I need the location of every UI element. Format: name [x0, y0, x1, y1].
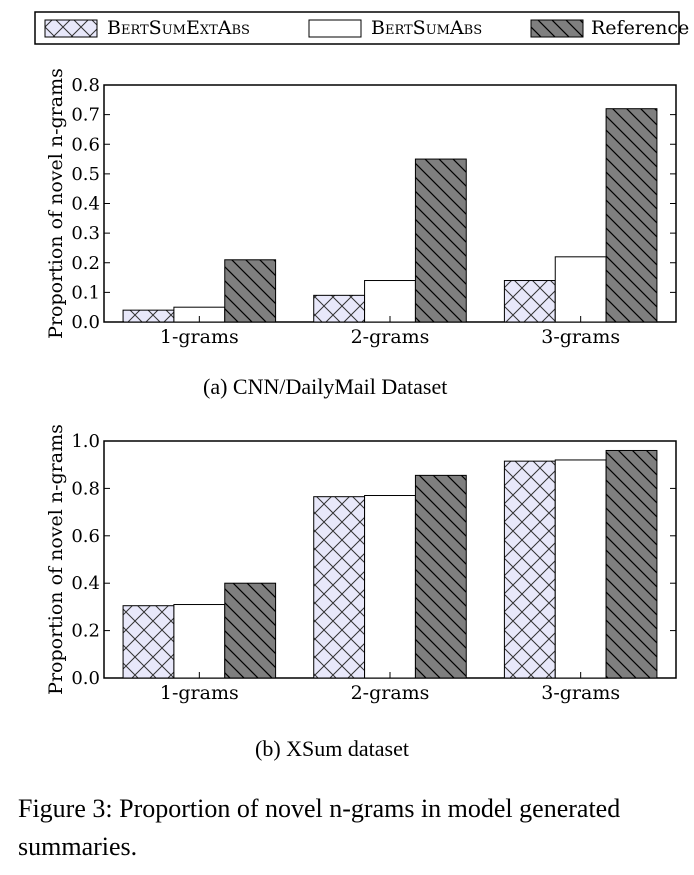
- legend-swatch-reference: [530, 19, 584, 38]
- y-tick-label: 0.2: [71, 253, 100, 274]
- bar-bertsumextabs-2-grams: [313, 294, 366, 323]
- y-tick-label: 0.3: [71, 223, 100, 244]
- bar-bertsumabs-2-grams: [364, 280, 416, 323]
- x-tick-label-2-grams: 2-grams: [351, 682, 430, 704]
- legend-label-bertsumabs: BertSumAbs: [371, 17, 482, 39]
- y-tick-label: 0.7: [71, 105, 100, 126]
- y-tick-label: 0.5: [71, 164, 100, 185]
- y-tick-label: 0.1: [71, 282, 100, 303]
- legend-entry-bertsumextabs: BertSumExtAbs: [44, 17, 250, 39]
- y-tick-label: 0.8: [71, 75, 100, 96]
- bar-reference-2-grams: [414, 474, 467, 679]
- y-axis-title: Proportion of novel n-grams: [45, 68, 67, 339]
- caption-chart-b: (b) XSum dataset: [255, 736, 409, 761]
- figure-canvas: BertSumExtAbs BertSumAbs Reference 0.00.…: [34, 11, 689, 704]
- bar-bertsumextabs-1-grams: [122, 605, 175, 679]
- legend-label-reference: Reference: [591, 17, 689, 39]
- legend-entry-bertsumabs: BertSumAbs: [308, 17, 482, 39]
- x-tick-label-2-grams: 2-grams: [351, 326, 430, 348]
- bar-bertsumabs-2-grams: [364, 495, 416, 679]
- x-tick-label-1-grams: 1-grams: [160, 682, 239, 704]
- legend-swatch-bertsumabs: [308, 19, 362, 38]
- bar-reference-1-grams: [224, 582, 277, 679]
- bar-bertsumabs-3-grams: [554, 459, 607, 679]
- legend: BertSumExtAbs BertSumAbs Reference: [34, 11, 689, 45]
- bar-bertsumextabs-3-grams: [503, 460, 556, 679]
- bar-bertsumextabs-1-grams: [122, 309, 175, 323]
- bar-reference-1-grams: [224, 259, 277, 323]
- x-tick-label-1-grams: 1-grams: [160, 326, 239, 348]
- bar-bertsumextabs-2-grams: [313, 496, 366, 679]
- caption-chart-a: (a) CNN/DailyMail Dataset: [203, 374, 448, 399]
- figure-caption: Figure 3: Proportion of novel n-grams in…: [18, 794, 621, 861]
- bar-reference-3-grams: [605, 108, 658, 323]
- bar-bertsumabs-1-grams: [173, 604, 226, 679]
- y-tick-label: 0.4: [71, 194, 100, 215]
- y-tick-label: 0.8: [71, 478, 100, 499]
- x-tick-label-3-grams: 3-grams: [541, 326, 620, 348]
- y-tick-label: 0.0: [71, 668, 100, 689]
- y-tick-label: 0.6: [71, 526, 100, 547]
- bar-reference-2-grams: [414, 158, 467, 323]
- bar-reference-3-grams: [605, 449, 658, 679]
- bar-bertsumextabs-3-grams: [503, 280, 556, 323]
- legend-swatch-bertsumextabs: [44, 19, 98, 38]
- y-tick-label: 0.4: [71, 573, 100, 594]
- legend-label-bertsumextabs: BertSumExtAbs: [107, 17, 250, 39]
- y-tick-label: 1.0: [71, 431, 100, 452]
- y-axis-title: Proportion of novel n-grams: [45, 424, 67, 695]
- legend-entry-reference: Reference: [530, 17, 689, 39]
- y-tick-label: 0.6: [71, 134, 100, 155]
- bar-bertsumabs-3-grams: [554, 256, 607, 323]
- x-tick-label-3-grams: 3-grams: [541, 682, 620, 704]
- y-tick-label: 0.0: [71, 312, 100, 333]
- y-tick-label: 0.2: [71, 621, 100, 642]
